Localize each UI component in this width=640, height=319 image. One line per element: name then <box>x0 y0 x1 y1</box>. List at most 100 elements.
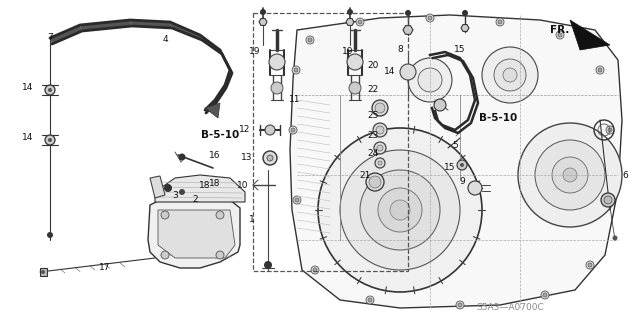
Circle shape <box>378 161 382 165</box>
Circle shape <box>586 261 594 269</box>
Circle shape <box>601 193 615 207</box>
Text: 16: 16 <box>209 151 221 160</box>
Polygon shape <box>80 20 132 31</box>
Circle shape <box>41 270 45 274</box>
Circle shape <box>606 198 610 202</box>
Circle shape <box>48 88 52 92</box>
Circle shape <box>356 18 364 26</box>
Polygon shape <box>40 268 47 276</box>
Text: 15: 15 <box>454 46 466 55</box>
Circle shape <box>372 100 388 116</box>
Circle shape <box>347 9 353 15</box>
Text: 14: 14 <box>384 68 396 77</box>
Circle shape <box>596 66 604 74</box>
Text: S5A3—A0700C: S5A3—A0700C <box>476 303 544 313</box>
Text: FR.: FR. <box>550 25 570 35</box>
Circle shape <box>408 58 452 102</box>
Circle shape <box>263 151 277 165</box>
Text: 9: 9 <box>459 177 465 187</box>
Polygon shape <box>200 35 222 54</box>
Circle shape <box>400 64 416 80</box>
Text: 10: 10 <box>237 181 249 189</box>
Circle shape <box>179 153 186 160</box>
Text: 18: 18 <box>209 179 221 188</box>
Polygon shape <box>205 103 220 118</box>
Circle shape <box>161 251 169 259</box>
Circle shape <box>340 150 460 270</box>
Circle shape <box>292 66 300 74</box>
Circle shape <box>608 128 612 132</box>
Circle shape <box>503 68 517 82</box>
Circle shape <box>458 303 462 307</box>
Circle shape <box>294 68 298 72</box>
Circle shape <box>434 99 446 111</box>
Polygon shape <box>150 176 165 198</box>
Circle shape <box>558 33 562 37</box>
Circle shape <box>377 145 383 151</box>
Circle shape <box>588 263 592 267</box>
Circle shape <box>47 232 53 238</box>
Polygon shape <box>346 19 354 26</box>
Text: 2: 2 <box>192 196 198 204</box>
Circle shape <box>428 16 432 20</box>
Text: 15: 15 <box>444 164 456 173</box>
Polygon shape <box>130 20 172 28</box>
Circle shape <box>318 128 482 292</box>
Circle shape <box>216 211 224 219</box>
Text: 21: 21 <box>359 170 371 180</box>
Circle shape <box>375 103 385 113</box>
Circle shape <box>264 261 272 269</box>
Circle shape <box>405 10 411 16</box>
Text: 25: 25 <box>367 110 379 120</box>
Circle shape <box>494 59 526 91</box>
Circle shape <box>552 157 588 193</box>
Circle shape <box>606 126 614 134</box>
Text: 24: 24 <box>367 149 379 158</box>
Circle shape <box>612 235 618 241</box>
Polygon shape <box>290 15 622 308</box>
Text: 20: 20 <box>367 61 379 70</box>
Circle shape <box>563 168 577 182</box>
Circle shape <box>164 184 172 192</box>
Circle shape <box>267 155 273 161</box>
Circle shape <box>347 54 363 70</box>
Text: 5: 5 <box>452 140 458 150</box>
Circle shape <box>498 20 502 24</box>
Circle shape <box>295 198 299 202</box>
Circle shape <box>373 123 387 137</box>
Text: 23: 23 <box>367 130 379 139</box>
Circle shape <box>456 301 464 309</box>
Circle shape <box>265 125 275 135</box>
Circle shape <box>271 82 283 94</box>
Polygon shape <box>259 19 267 26</box>
Polygon shape <box>205 100 216 113</box>
Circle shape <box>293 196 301 204</box>
Circle shape <box>374 142 386 154</box>
Text: 14: 14 <box>22 84 34 93</box>
Circle shape <box>496 18 504 26</box>
Circle shape <box>375 158 385 168</box>
Circle shape <box>460 163 464 167</box>
Polygon shape <box>170 22 202 40</box>
Text: 14: 14 <box>22 133 34 143</box>
Polygon shape <box>148 200 240 268</box>
Polygon shape <box>570 20 610 50</box>
Circle shape <box>366 296 374 304</box>
Circle shape <box>376 126 384 134</box>
Polygon shape <box>158 210 235 258</box>
Circle shape <box>349 82 361 94</box>
Circle shape <box>306 36 314 44</box>
Circle shape <box>535 140 605 210</box>
Text: 19: 19 <box>249 48 260 56</box>
Text: 6: 6 <box>622 170 628 180</box>
Circle shape <box>541 291 549 299</box>
Text: 18: 18 <box>199 181 211 189</box>
Circle shape <box>604 196 612 204</box>
Circle shape <box>556 31 564 39</box>
Circle shape <box>45 135 55 145</box>
Polygon shape <box>403 26 413 34</box>
Circle shape <box>179 189 185 195</box>
Text: 3: 3 <box>172 191 178 201</box>
Text: 1: 1 <box>249 216 255 225</box>
Circle shape <box>216 251 224 259</box>
